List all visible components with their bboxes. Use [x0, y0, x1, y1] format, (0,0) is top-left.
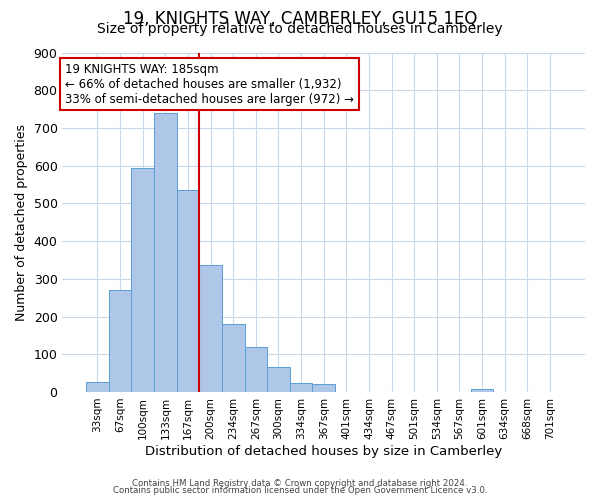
Bar — [86, 382, 109, 392]
Bar — [109, 290, 131, 392]
Text: Contains public sector information licensed under the Open Government Licence v3: Contains public sector information licen… — [113, 486, 487, 495]
Bar — [176, 190, 199, 392]
Text: 19, KNIGHTS WAY, CAMBERLEY, GU15 1EQ: 19, KNIGHTS WAY, CAMBERLEY, GU15 1EQ — [123, 10, 477, 28]
Bar — [245, 346, 267, 392]
Bar — [313, 384, 335, 392]
Bar — [131, 168, 154, 392]
Y-axis label: Number of detached properties: Number of detached properties — [15, 124, 28, 320]
Text: 19 KNIGHTS WAY: 185sqm
← 66% of detached houses are smaller (1,932)
33% of semi-: 19 KNIGHTS WAY: 185sqm ← 66% of detached… — [65, 62, 354, 106]
Bar — [290, 382, 313, 392]
Bar — [222, 324, 245, 392]
Bar — [199, 265, 222, 392]
Text: Size of property relative to detached houses in Camberley: Size of property relative to detached ho… — [97, 22, 503, 36]
Bar — [471, 389, 493, 392]
Bar — [267, 368, 290, 392]
Bar — [154, 113, 176, 392]
Text: Contains HM Land Registry data © Crown copyright and database right 2024.: Contains HM Land Registry data © Crown c… — [132, 478, 468, 488]
X-axis label: Distribution of detached houses by size in Camberley: Distribution of detached houses by size … — [145, 444, 502, 458]
